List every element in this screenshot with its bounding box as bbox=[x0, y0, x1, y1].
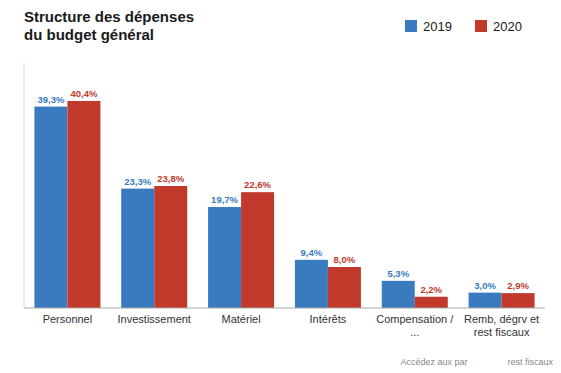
data-label: 22,6% bbox=[244, 179, 271, 190]
bar bbox=[208, 207, 241, 308]
bar bbox=[295, 260, 328, 308]
legend-label: 2019 bbox=[423, 19, 452, 34]
title: Structure des dépensesdu budget général bbox=[24, 8, 194, 43]
x-tick-label-line: Compensation / bbox=[376, 313, 454, 325]
x-tick-label: Intérêts bbox=[310, 313, 347, 325]
data-label: 3,0% bbox=[474, 280, 496, 291]
x-tick-label-line: Intérêts bbox=[310, 313, 347, 325]
bar bbox=[67, 101, 100, 308]
x-tick-label: Compensation /... bbox=[376, 313, 454, 338]
x-tick-label-line: Matériel bbox=[222, 313, 261, 325]
x-tick-label: Matériel bbox=[222, 313, 261, 325]
data-label: 23,3% bbox=[124, 176, 151, 187]
data-label: 23,8% bbox=[157, 173, 184, 184]
bar bbox=[469, 293, 502, 308]
data-label: 5,3% bbox=[387, 268, 409, 279]
x-tick-label: Personnel bbox=[43, 313, 93, 325]
data-labels: 39,3% 23,3% 19,7% 9,4% 5,3% 3,0% 40,4% 23,8% 22,… bbox=[37, 88, 529, 295]
x-tick-label: Remb, dégrv etrest fiscaux bbox=[464, 313, 539, 338]
bar bbox=[241, 192, 274, 308]
bar bbox=[328, 267, 361, 308]
background bbox=[0, 0, 561, 373]
x-tick-labels: Personnel Investissement Matériel Intérêts C… bbox=[43, 313, 540, 338]
bar bbox=[415, 297, 448, 308]
data-label: 19,7% bbox=[211, 194, 238, 205]
x-tick-label-line: Personnel bbox=[43, 313, 93, 325]
legend-swatch bbox=[475, 20, 487, 32]
x-tick-label: Investissement bbox=[118, 313, 191, 325]
data-label: 8,0% bbox=[334, 254, 356, 265]
data-label: 40,4% bbox=[70, 88, 97, 99]
title-line: Structure des dépenses bbox=[24, 8, 194, 25]
bar bbox=[154, 186, 187, 308]
x-tick-label-line: rest fiscaux bbox=[474, 326, 530, 338]
x-axis-line bbox=[24, 308, 545, 309]
bar bbox=[502, 293, 535, 308]
legend-swatch bbox=[405, 20, 417, 32]
title-line: du budget général bbox=[24, 26, 154, 43]
data-label: 2,9% bbox=[507, 280, 529, 291]
data-label: 39,3% bbox=[37, 94, 64, 105]
y-axis-line bbox=[24, 62, 25, 308]
legend: 2019 2020 bbox=[405, 19, 522, 34]
data-label: 2,2% bbox=[420, 284, 442, 295]
bar bbox=[382, 281, 415, 308]
footnote: Accédez aux par rest fiscaux bbox=[400, 357, 553, 367]
data-label: 9,4% bbox=[301, 247, 323, 258]
bar bbox=[34, 107, 67, 308]
x-tick-label-line: Remb, dégrv et bbox=[464, 313, 539, 325]
bar bbox=[121, 189, 154, 308]
bars bbox=[34, 101, 534, 308]
x-tick-label-line: Investissement bbox=[118, 313, 191, 325]
chart: Structure des dépensesdu budget général 2… bbox=[0, 0, 561, 373]
legend-label: 2020 bbox=[493, 19, 522, 34]
x-tick-label-line: ... bbox=[410, 326, 419, 338]
